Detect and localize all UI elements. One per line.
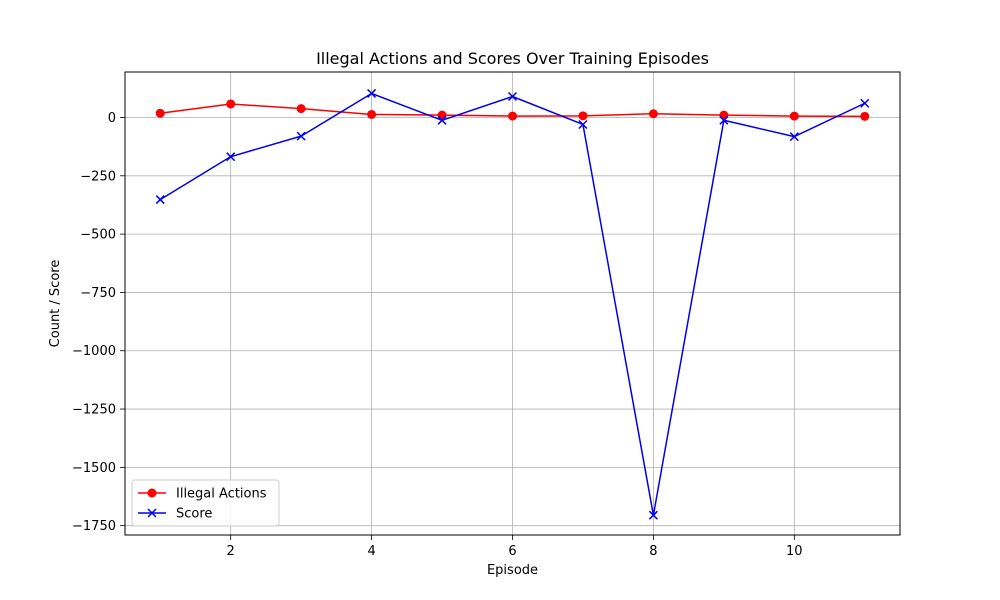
data-point-illegal-actions xyxy=(508,111,517,121)
y-axis-label: Count / Score xyxy=(48,260,63,348)
x-tick-label: 6 xyxy=(508,544,516,559)
y-tick-label: 0 xyxy=(108,111,116,126)
data-point-illegal-actions xyxy=(578,111,588,121)
data-point-illegal-actions xyxy=(155,108,165,118)
x-tick-label: 8 xyxy=(649,544,657,559)
y-tick-label: −500 xyxy=(80,228,116,243)
data-point-illegal-actions xyxy=(789,111,799,121)
legend-label-score: Score xyxy=(176,507,212,522)
y-tick-label: −250 xyxy=(80,169,116,184)
data-point-score xyxy=(789,132,799,142)
data-point-score xyxy=(648,510,658,520)
x-tick-label: 2 xyxy=(227,544,235,559)
data-point-illegal-actions xyxy=(226,99,236,109)
chart-title: Illegal Actions and Scores Over Training… xyxy=(316,49,709,68)
data-point-score xyxy=(296,131,306,141)
y-tick-label: −1000 xyxy=(72,344,116,359)
legend: Illegal Actions Score xyxy=(131,479,280,527)
data-point-illegal-actions xyxy=(719,110,729,120)
legend-label-illegal-actions: Illegal Actions xyxy=(176,487,267,502)
series-layer xyxy=(155,88,870,520)
legend-marker-score xyxy=(147,508,157,518)
data-point-score xyxy=(578,119,588,130)
data-point-score xyxy=(367,88,377,98)
data-point-score xyxy=(226,152,236,162)
legend-box xyxy=(131,479,280,527)
data-point-score xyxy=(437,115,447,125)
y-tick-label: −1500 xyxy=(72,461,116,476)
x-tick-label: 10 xyxy=(786,544,803,559)
ticks: 2 4 6 8 10 0 −250 −500 −750 −1000 −1250 −1500 −1750 xyxy=(72,111,803,559)
data-point-score xyxy=(155,195,165,205)
data-point-illegal-actions xyxy=(860,111,870,121)
grid xyxy=(125,72,900,535)
x-tick-label: 4 xyxy=(367,544,375,559)
y-tick-label: −1750 xyxy=(72,519,116,534)
legend-marker-illegal-actions xyxy=(147,488,157,498)
data-point-score xyxy=(507,91,518,102)
y-tick-label: −1250 xyxy=(72,403,116,418)
y-tick-label: −750 xyxy=(80,286,116,301)
data-point-illegal-actions xyxy=(648,109,658,119)
x-axis-label: Episode xyxy=(487,563,538,578)
data-point-score xyxy=(860,98,870,108)
data-point-illegal-actions xyxy=(367,109,377,119)
data-point-illegal-actions xyxy=(296,104,306,114)
data-point-score xyxy=(719,115,729,125)
